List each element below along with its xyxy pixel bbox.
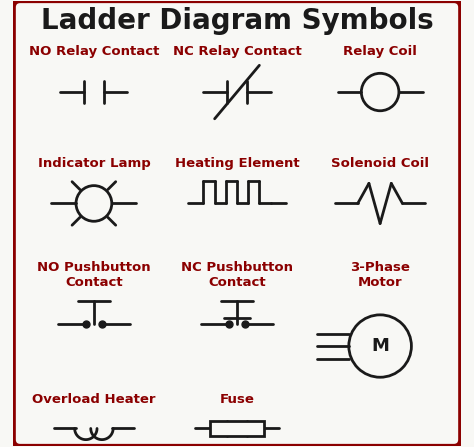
FancyBboxPatch shape bbox=[210, 422, 264, 436]
Text: M: M bbox=[371, 337, 389, 355]
Text: Ladder Diagram Symbols: Ladder Diagram Symbols bbox=[41, 7, 433, 35]
Text: Overload Heater: Overload Heater bbox=[32, 393, 155, 406]
Text: Solenoid Coil: Solenoid Coil bbox=[331, 157, 429, 170]
Text: Heating Element: Heating Element bbox=[175, 157, 299, 170]
Text: NC Pushbutton
Contact: NC Pushbutton Contact bbox=[181, 261, 293, 289]
Text: NO Pushbutton
Contact: NO Pushbutton Contact bbox=[37, 261, 151, 289]
Text: Relay Coil: Relay Coil bbox=[343, 46, 417, 59]
Text: NC Relay Contact: NC Relay Contact bbox=[173, 46, 301, 59]
Text: 3-Phase
Motor: 3-Phase Motor bbox=[350, 261, 410, 289]
Text: NO Relay Contact: NO Relay Contact bbox=[29, 46, 159, 59]
Text: Fuse: Fuse bbox=[219, 393, 255, 406]
Text: Indicator Lamp: Indicator Lamp bbox=[37, 157, 150, 170]
FancyBboxPatch shape bbox=[13, 1, 461, 446]
